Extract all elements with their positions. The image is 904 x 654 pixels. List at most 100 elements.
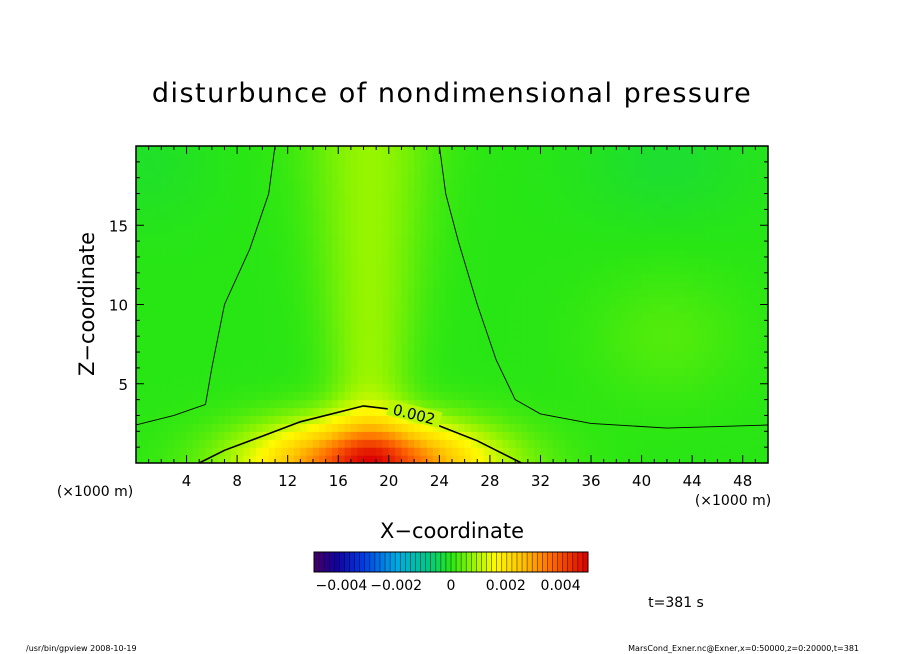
heatmap-cell xyxy=(344,264,352,274)
heatmap-cell xyxy=(426,375,434,385)
heatmap-cell xyxy=(224,169,232,179)
heatmap-cell xyxy=(357,304,365,314)
heatmap-cell xyxy=(357,280,365,290)
heatmap-cell xyxy=(287,169,295,179)
heatmap-cell xyxy=(407,328,415,337)
heatmap-cell xyxy=(527,153,535,163)
heatmap-cell xyxy=(344,391,352,401)
heatmap-cell xyxy=(180,161,188,171)
heatmap-cell xyxy=(730,367,737,377)
heatmap-cell xyxy=(350,336,358,345)
heatmap-cell xyxy=(470,336,478,345)
heatmap-cell xyxy=(515,241,523,250)
heatmap-cell xyxy=(420,336,428,345)
heatmap-cell xyxy=(559,312,567,321)
heatmap-cell xyxy=(628,153,636,163)
heatmap-cell xyxy=(243,256,251,266)
heatmap-cell xyxy=(698,280,706,290)
heatmap-cell xyxy=(717,328,725,337)
x-tick-label: 32 xyxy=(531,472,550,490)
heatmap-cell xyxy=(294,241,301,250)
heatmap-cell xyxy=(483,256,491,266)
heatmap-cell xyxy=(161,177,169,187)
heatmap-cell xyxy=(723,455,731,463)
heatmap-cell xyxy=(420,193,428,203)
heatmap-cell xyxy=(502,217,510,226)
heatmap-cell xyxy=(173,161,181,171)
heatmap-cell xyxy=(161,352,169,361)
heatmap-cell xyxy=(243,407,251,417)
heatmap-cell xyxy=(167,153,175,163)
heatmap-cell xyxy=(534,391,542,401)
heatmap-cell xyxy=(660,153,668,163)
heatmap-cell xyxy=(616,375,624,385)
heatmap-cell xyxy=(496,407,504,417)
heatmap-cell xyxy=(256,320,263,329)
heatmap-cell xyxy=(711,304,719,314)
heatmap-cell xyxy=(742,423,750,432)
heatmap-cell xyxy=(180,201,188,210)
heatmap-cell xyxy=(237,249,245,258)
heatmap-cell xyxy=(180,320,188,329)
heatmap-cell xyxy=(136,455,143,463)
heatmap-cell xyxy=(515,391,523,401)
heatmap-cell xyxy=(483,153,491,163)
heatmap-cell xyxy=(300,153,308,163)
heatmap-cell xyxy=(167,201,175,210)
heatmap-cell xyxy=(597,407,605,417)
heatmap-cell xyxy=(338,217,346,226)
heatmap-cell xyxy=(300,146,308,155)
heatmap-cell xyxy=(331,146,339,155)
heatmap-cell xyxy=(357,399,365,409)
heatmap-cell xyxy=(496,399,504,409)
heatmap-cell xyxy=(711,264,719,274)
heatmap-cell xyxy=(262,336,270,345)
heatmap-cell xyxy=(376,280,384,290)
heatmap-cell xyxy=(717,272,725,282)
heatmap-cell xyxy=(610,447,617,456)
heatmap-cell xyxy=(395,225,403,234)
heatmap-cell xyxy=(685,185,693,195)
heatmap-cell xyxy=(142,375,150,385)
heatmap-cell xyxy=(237,217,245,226)
heatmap-cell xyxy=(294,217,301,226)
heatmap-cell xyxy=(218,439,226,448)
heatmap-cell xyxy=(344,146,352,155)
heatmap-cell xyxy=(154,391,162,401)
heatmap-cell xyxy=(761,288,768,298)
heatmap-cell xyxy=(654,288,662,298)
heatmap-cell xyxy=(635,407,643,417)
heatmap-cell xyxy=(673,320,681,329)
heatmap-cell xyxy=(489,201,497,210)
heatmap-cell xyxy=(452,423,459,432)
heatmap-cell xyxy=(344,399,352,409)
heatmap-cell xyxy=(357,249,365,258)
heatmap-cell xyxy=(142,304,150,314)
heatmap-cell xyxy=(268,407,276,417)
heatmap-cell xyxy=(281,233,289,242)
heatmap-cell xyxy=(287,415,295,424)
heatmap-cell xyxy=(489,256,497,266)
heatmap-cell xyxy=(679,296,687,306)
heatmap-cell xyxy=(591,225,598,234)
heatmap-cell xyxy=(616,161,624,171)
heatmap-cell xyxy=(319,431,327,440)
heatmap-cell xyxy=(268,336,276,345)
heatmap-cell xyxy=(312,415,320,424)
heatmap-cell xyxy=(445,153,453,163)
heatmap-cell xyxy=(597,201,605,210)
heatmap-cell xyxy=(515,256,523,266)
heatmap-cell xyxy=(199,225,207,234)
heatmap-cell xyxy=(761,439,768,448)
heatmap-cell xyxy=(167,375,175,385)
heatmap-cell xyxy=(186,256,194,266)
heatmap-cell xyxy=(736,367,744,377)
heatmap-cell xyxy=(553,320,561,329)
heatmap-cell xyxy=(742,217,750,226)
heatmap-cell xyxy=(464,431,472,440)
heatmap-cell xyxy=(603,288,611,298)
heatmap-cell xyxy=(243,288,251,298)
heatmap-cell xyxy=(243,367,251,377)
heatmap-cell xyxy=(180,249,188,258)
heatmap-cell xyxy=(180,391,188,401)
